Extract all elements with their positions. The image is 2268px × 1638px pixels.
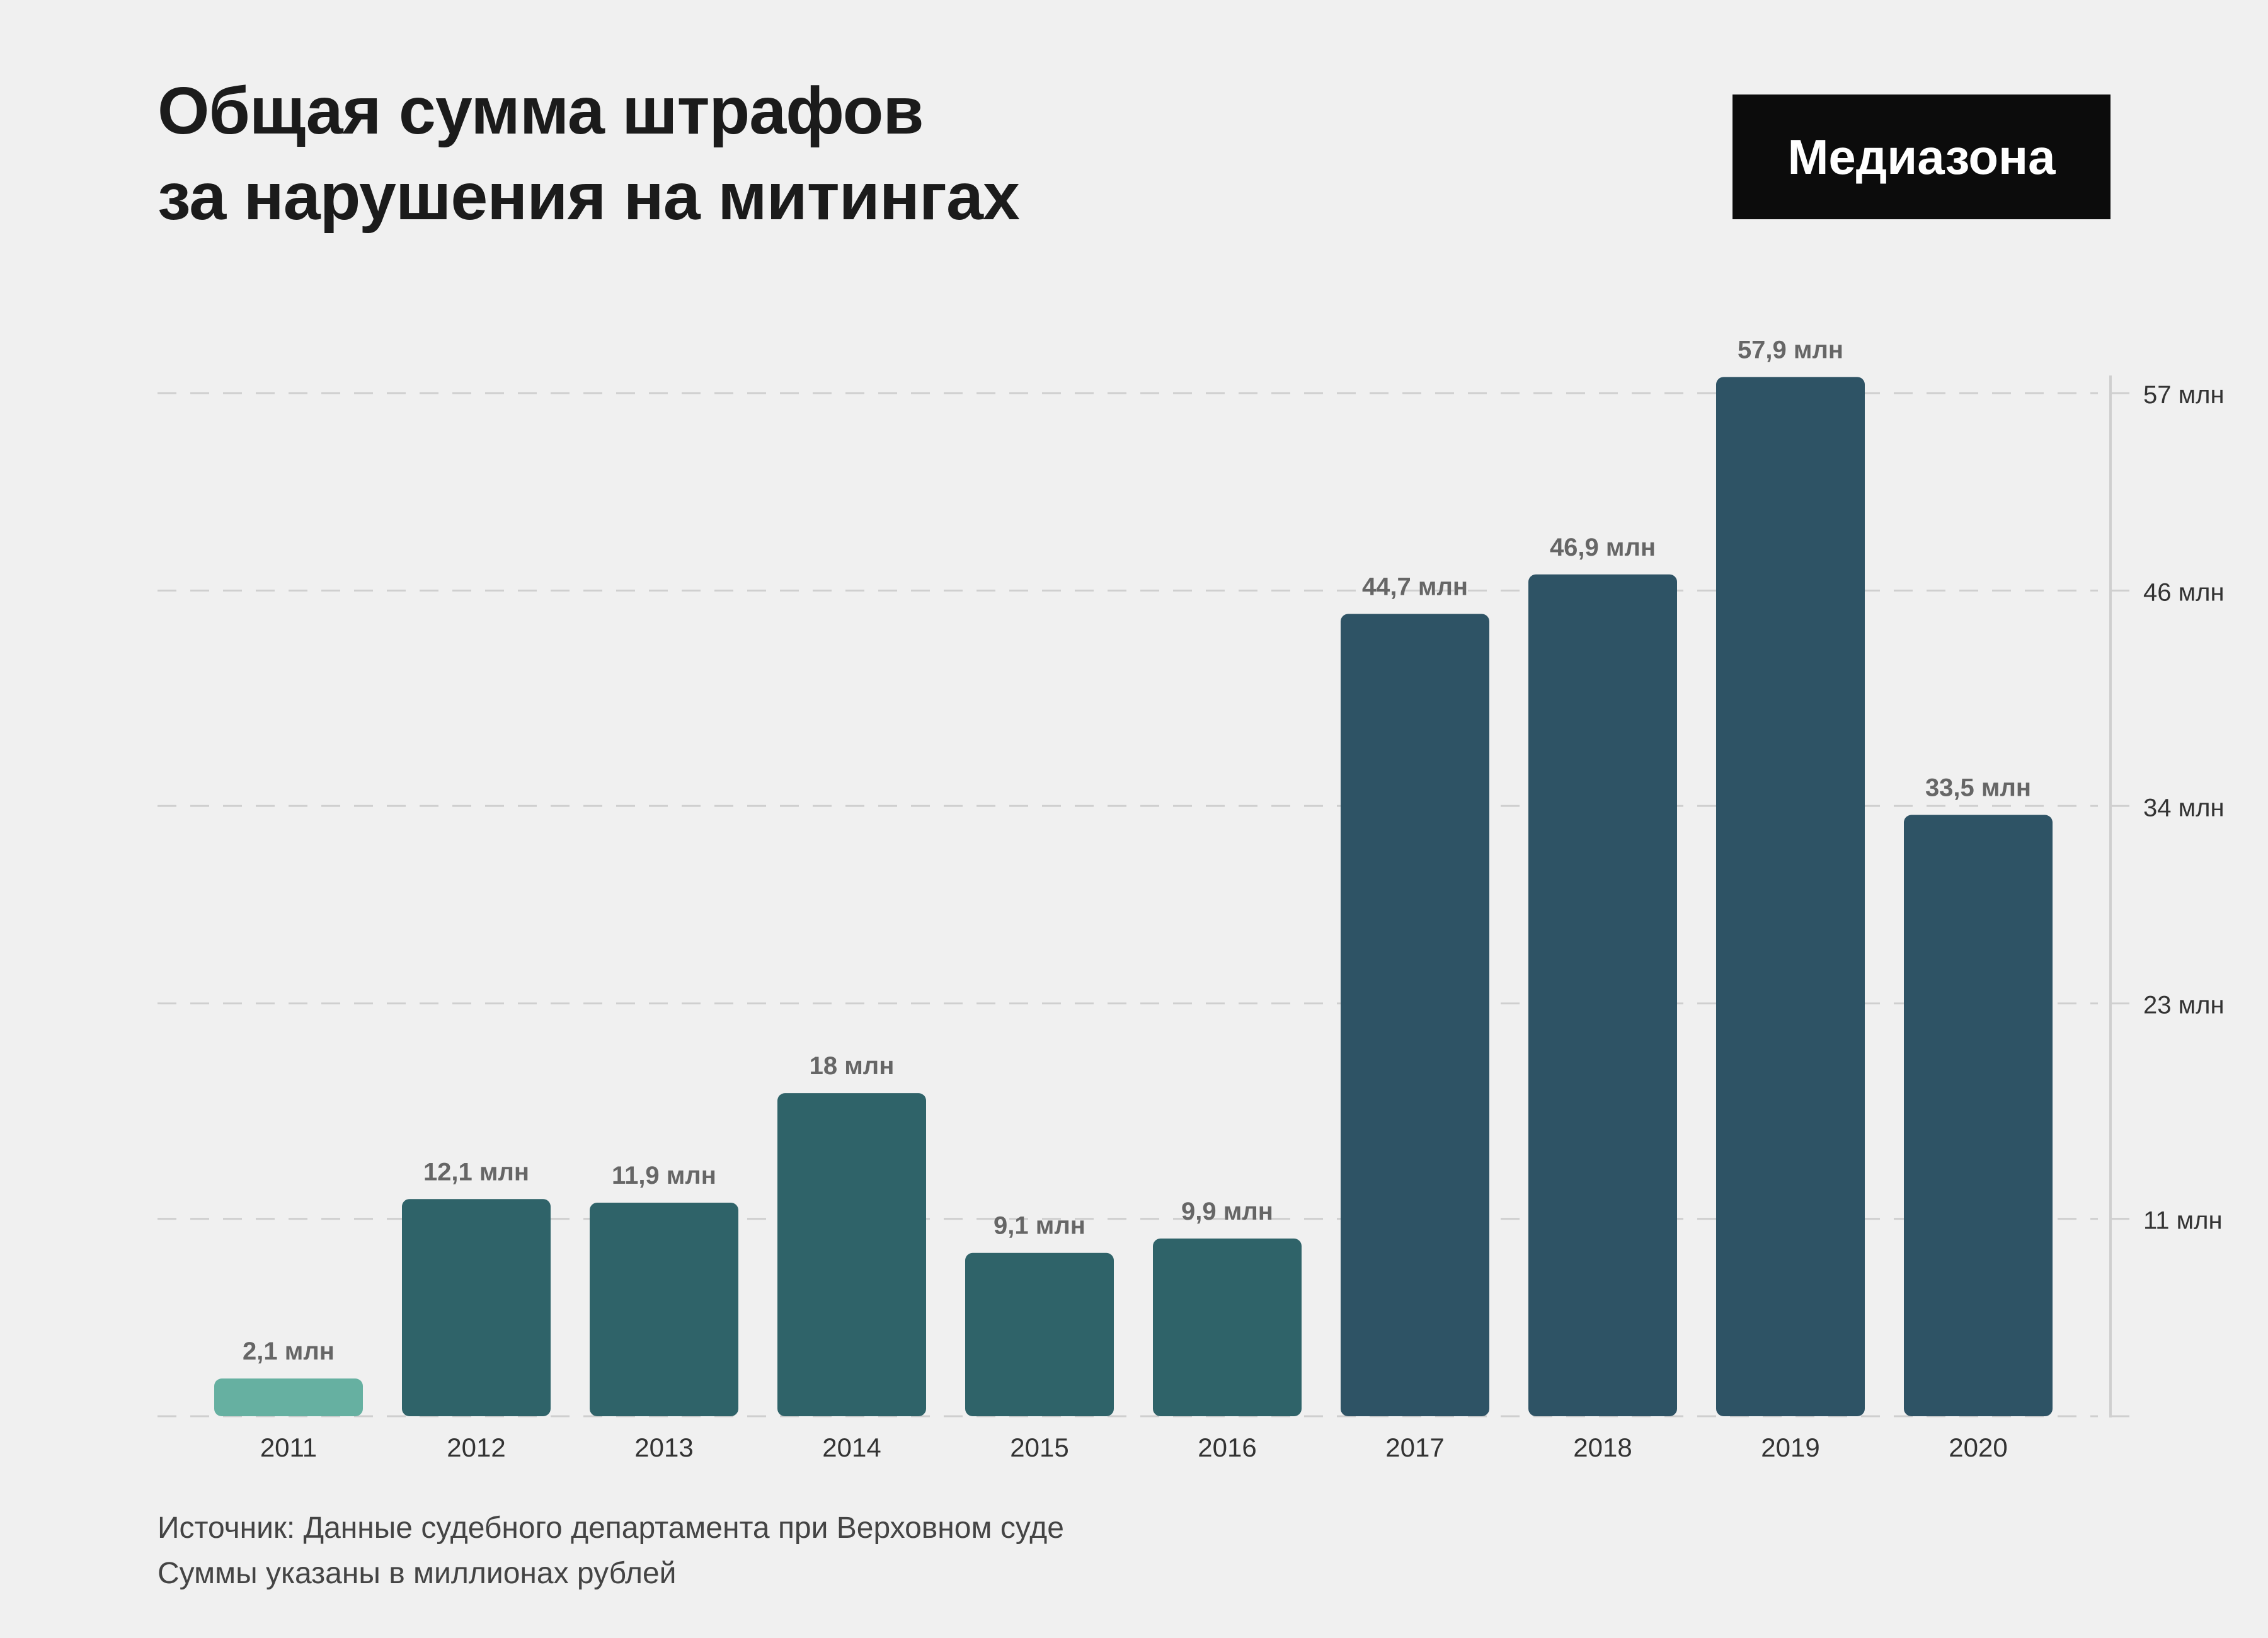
x-tick-label-2013: 2013 <box>634 1433 693 1462</box>
bar-2014 <box>777 1093 926 1416</box>
bar-2011 <box>214 1378 363 1416</box>
value-label-2012: 12,1 млн <box>423 1158 529 1186</box>
value-label-2019: 57,9 млн <box>1738 336 1843 364</box>
x-tick-label-2017: 2017 <box>1385 1433 1444 1462</box>
value-label-2015: 9,1 млн <box>994 1212 1085 1240</box>
chart-footer: Источник: Данные судебного департамента … <box>158 1506 1064 1596</box>
value-label-2014: 18 млн <box>810 1052 895 1080</box>
x-tick-label-2018: 2018 <box>1573 1433 1632 1462</box>
y-tick-label-3: 46 млн <box>2143 578 2225 606</box>
bar-2015 <box>965 1252 1114 1416</box>
chart-title: Общая сумма штрафов за нарушения на мити… <box>158 68 1020 239</box>
bar-2012 <box>402 1199 551 1416</box>
value-label-2011: 2,1 млн <box>243 1337 335 1365</box>
chart-title-line-2: за нарушения на митингах <box>158 159 1020 234</box>
mediazona-logo: Медиазона <box>1732 94 2110 219</box>
bar-2017 <box>1341 614 1489 1416</box>
bar-2016 <box>1153 1238 1302 1416</box>
chart-title-line-1: Общая сумма штрафов <box>158 74 924 148</box>
bar-2013 <box>590 1202 738 1416</box>
x-tick-label-2014: 2014 <box>822 1433 881 1462</box>
bar-2018 <box>1528 574 1677 1416</box>
y-tick-label-0: 11 млн <box>2143 1207 2223 1235</box>
x-tick-label-2020: 2020 <box>1949 1433 2007 1462</box>
y-tick-label-1: 23 млн <box>2143 992 2225 1019</box>
value-label-2017: 44,7 млн <box>1362 573 1468 600</box>
x-tick-label-2019: 2019 <box>1761 1433 1819 1462</box>
y-tick-label-2: 34 млн <box>2143 794 2225 822</box>
bar-2019 <box>1716 377 1865 1416</box>
y-tick-label-4: 57 млн <box>2143 381 2225 409</box>
value-label-2016: 9,9 млн <box>1181 1198 1273 1225</box>
x-tick-label-2011: 2011 <box>260 1433 317 1462</box>
value-label-2013: 11,9 млн <box>612 1162 716 1189</box>
x-tick-label-2012: 2012 <box>447 1433 505 1462</box>
units-note: Суммы указаны в миллионах рублей <box>158 1557 677 1590</box>
value-label-2020: 33,5 млн <box>1925 774 2031 802</box>
bar-2020 <box>1904 815 2053 1416</box>
x-tick-label-2015: 2015 <box>1010 1433 1068 1462</box>
source-note: Источник: Данные судебного департамента … <box>158 1511 1064 1545</box>
x-tick-label-2016: 2016 <box>1198 1433 1256 1462</box>
value-label-2018: 46,9 млн <box>1550 534 1656 561</box>
